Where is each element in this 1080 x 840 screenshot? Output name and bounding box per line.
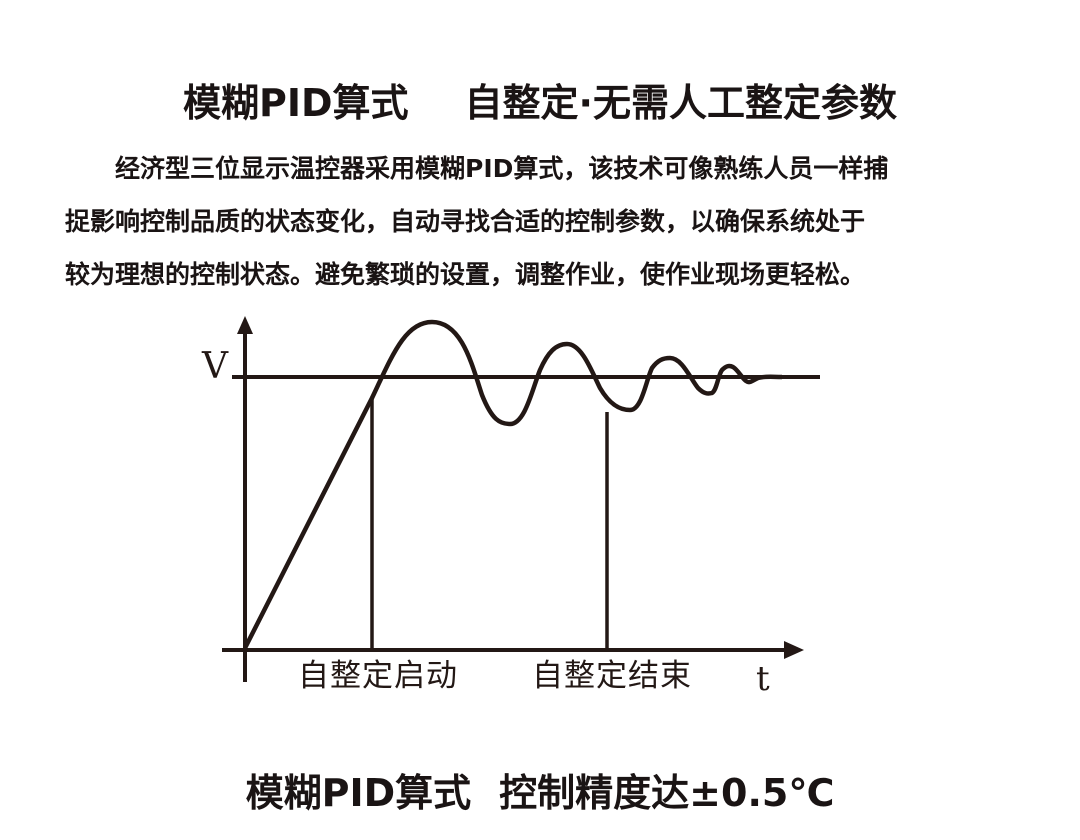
x-axis-arrow	[784, 641, 804, 659]
tuning-end-label: 自整定结束	[532, 658, 692, 694]
tuning-start-label: 自整定启动	[298, 658, 458, 694]
description-line: 较为理想的控制状态。避免繁琐的设置，调整作业，使作业现场更轻松。	[65, 260, 866, 289]
description-line: 捉影响控制品质的状态变化，自动寻找合适的控制参数，以确保系统处于	[65, 207, 866, 236]
footer-right: 控制精度达±0.5℃	[499, 771, 835, 815]
description: 经济型三位显示温控器采用模糊PID算式，该技术可像熟练人员一样捕 捉影响控制品质…	[65, 142, 1025, 301]
description-line: 经济型三位显示温控器采用模糊PID算式，该技术可像熟练人员一样捕	[115, 154, 889, 183]
x-axis-label: t	[756, 659, 770, 699]
headline-left: 模糊PID算式	[183, 81, 409, 125]
headline-right: 自整定·无需人工整定参数	[464, 81, 897, 125]
y-axis-label: V	[201, 346, 229, 387]
headline: 模糊PID算式 自整定·无需人工整定参数	[0, 72, 1080, 127]
y-axis-arrow	[237, 316, 253, 334]
response-curve	[242, 319, 783, 650]
footer-headline: 模糊PID算式 控制精度达±0.5℃	[0, 762, 1080, 817]
footer-left: 模糊PID算式	[245, 771, 472, 815]
